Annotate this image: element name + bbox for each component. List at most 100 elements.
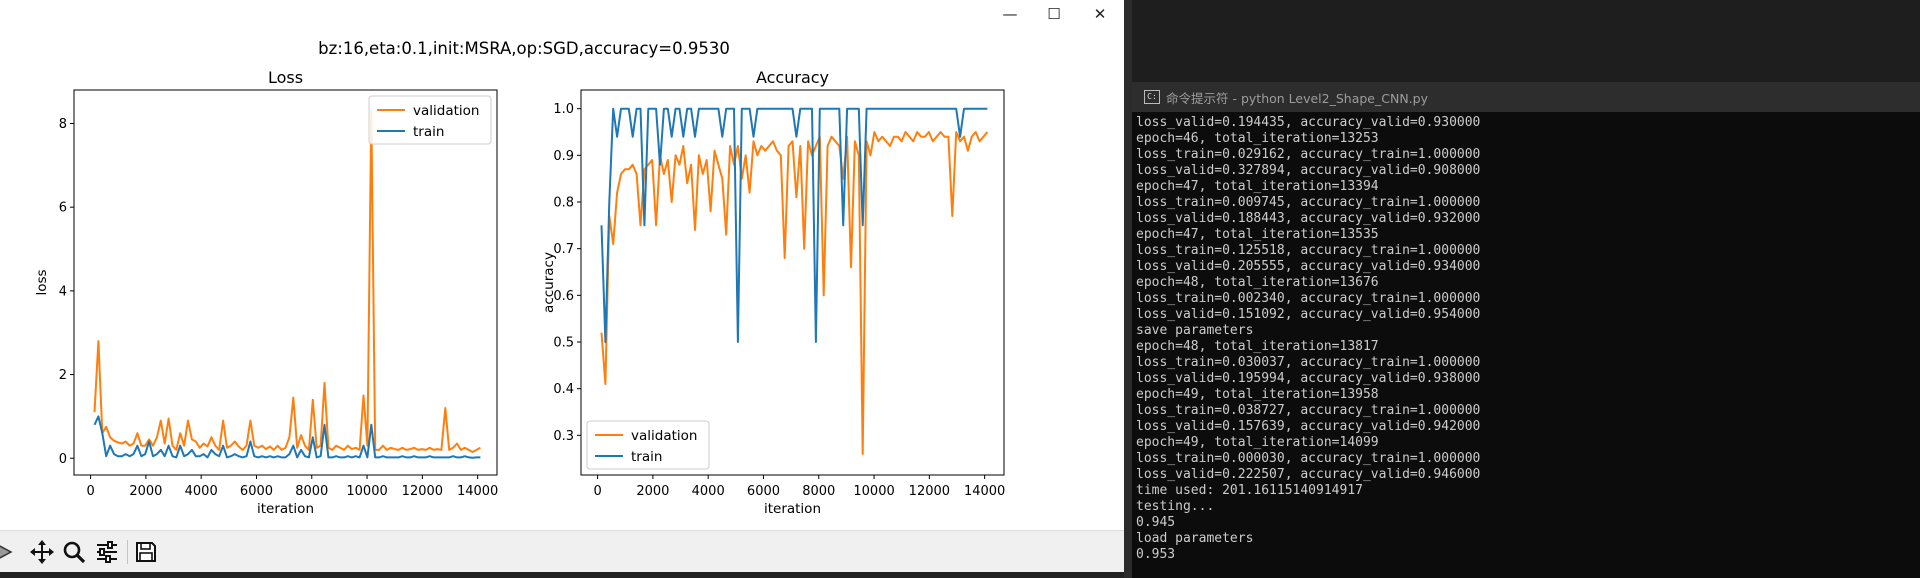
- x-tick-label: 0: [593, 484, 601, 499]
- configure-subplots-icon[interactable]: [93, 538, 121, 566]
- y-tick-label: 1.0: [553, 102, 574, 117]
- console-line: loss_train=0.002340, accuracy_train=1.00…: [1136, 291, 1481, 306]
- y-tick-label: 8: [59, 117, 67, 132]
- pan-icon[interactable]: [28, 538, 56, 566]
- console-line: loss_valid=0.151092, accuracy_valid=0.95…: [1136, 307, 1481, 322]
- axes-frame: [73, 89, 498, 476]
- figure-canvas: bz:16,eta:0.1,init:MSRA,op:SGD,accuracy=…: [34, 39, 1005, 517]
- console-output[interactable]: loss_valid=0.194435, accuracy_valid=0.93…: [1136, 115, 1480, 563]
- axes-frame: [580, 89, 1005, 476]
- window-gap: [1124, 0, 1132, 578]
- y-tick-label: 0.8: [553, 196, 574, 211]
- console-line: epoch=47, total_iteration=13394: [1136, 179, 1379, 194]
- console-line: loss_valid=0.195994, accuracy_valid=0.93…: [1136, 371, 1481, 386]
- x-tick-label: 0: [86, 484, 94, 499]
- taskbar-strip: [0, 572, 1124, 578]
- series-line-validation: [600, 131, 989, 455]
- console-line: loss_train=0.000030, accuracy_train=1.00…: [1136, 451, 1481, 466]
- console-line: loss_train=0.009745, accuracy_train=1.00…: [1136, 195, 1481, 210]
- legend-label-validation: validation: [631, 428, 697, 444]
- chart-title: Loss: [268, 68, 303, 87]
- editor-background: [1132, 0, 1920, 82]
- x-tick-label: 4000: [692, 484, 725, 499]
- forward-icon[interactable]: [0, 538, 18, 566]
- y-tick-label: 0.6: [553, 289, 574, 304]
- console-line: time used: 201.16115140914917: [1136, 483, 1363, 498]
- console-line: loss_valid=0.194435, accuracy_valid=0.93…: [1136, 115, 1481, 130]
- figure-toolbar: [0, 530, 1124, 573]
- minimize-button[interactable]: —: [1002, 5, 1018, 23]
- x-tick-label: 14000: [457, 484, 498, 499]
- y-tick-label: 0: [59, 452, 67, 467]
- plot-area: [74, 90, 497, 475]
- console-line: save parameters: [1136, 323, 1254, 338]
- y-tick-label: 6: [59, 201, 67, 216]
- x-tick-label: 6000: [240, 484, 273, 499]
- console-line: load parameters: [1136, 531, 1254, 546]
- figure-titlebar: — ☐ ✕: [0, 0, 1124, 28]
- x-tick-label: 4000: [185, 484, 218, 499]
- zoom-icon[interactable]: [60, 538, 88, 566]
- series-line-train: [600, 107, 988, 343]
- y-axis-label: loss: [34, 269, 50, 295]
- y-axis-label: accuracy: [541, 252, 557, 313]
- figure-suptitle: bz:16,eta:0.1,init:MSRA,op:SGD,accuracy=…: [318, 39, 730, 58]
- series-line-train: [93, 415, 481, 459]
- accuracy-chart: 0 2000 4000 6000 8000 10000 12000 14000 0.3 0.4 0.…: [541, 68, 1005, 517]
- y-tick-label: 4: [59, 284, 67, 299]
- x-tick-label: 14000: [964, 484, 1005, 499]
- console-line: epoch=47, total_iteration=13535: [1136, 227, 1379, 242]
- console-line: loss_valid=0.157639, accuracy_valid=0.94…: [1136, 419, 1481, 434]
- console-line: loss_train=0.125518, accuracy_train=1.00…: [1136, 243, 1481, 258]
- legend: validation train: [368, 95, 492, 145]
- x-axis-label: iteration: [257, 501, 314, 517]
- legend-label-validation: validation: [413, 103, 479, 119]
- console-line: loss_valid=0.327894, accuracy_valid=0.90…: [1136, 163, 1481, 178]
- console-line: epoch=48, total_iteration=13817: [1136, 339, 1379, 354]
- console-line: epoch=49, total_iteration=14099: [1136, 435, 1379, 450]
- x-tick-label: 12000: [909, 484, 950, 499]
- console-line: testing...: [1136, 499, 1215, 514]
- y-tick-label: 0.9: [553, 149, 574, 164]
- console-line: loss_valid=0.188443, accuracy_valid=0.93…: [1136, 211, 1481, 226]
- close-button[interactable]: ✕: [1093, 5, 1107, 23]
- console-line: epoch=48, total_iteration=13676: [1136, 275, 1379, 290]
- loss-chart: 0 2000 4000 6000 8000 10000 12000 14000 0 2 4 6 8 Los…: [34, 68, 498, 517]
- x-tick-label: 10000: [853, 484, 894, 499]
- console-line: loss_train=0.038727, accuracy_train=1.00…: [1136, 403, 1481, 418]
- maximize-button[interactable]: ☐: [1047, 5, 1061, 23]
- cmd-window: C: 命令提示符 - python Level2_Shape_CNN.py lo…: [1132, 82, 1920, 578]
- cmd-titlebar: C: 命令提示符 - python Level2_Shape_CNN.py: [1132, 82, 1920, 112]
- y-tick-label: 0.5: [553, 336, 574, 351]
- toolbar-separator: [127, 540, 128, 564]
- console-line: loss_train=0.029162, accuracy_train=1.00…: [1136, 147, 1481, 162]
- legend-label-train: train: [631, 449, 662, 465]
- x-axis-label: iteration: [764, 501, 821, 517]
- x-tick-label: 12000: [402, 484, 443, 499]
- x-tick-label: 6000: [747, 484, 780, 499]
- console-line: 0.953: [1136, 547, 1176, 562]
- series-line-validation: [93, 109, 481, 453]
- console-line: loss_valid=0.222507, accuracy_valid=0.94…: [1136, 467, 1481, 482]
- cmd-title: 命令提示符 - python Level2_Shape_CNN.py: [1166, 90, 1428, 106]
- y-tick-label: 2: [59, 368, 67, 383]
- console-icon: C:: [1144, 90, 1160, 104]
- x-tick-label: 8000: [295, 484, 328, 499]
- save-icon[interactable]: [132, 538, 160, 566]
- legend: validation train: [586, 420, 710, 470]
- chart-title: Accuracy: [756, 68, 829, 87]
- y-tick-label: 0.7: [553, 242, 574, 257]
- x-tick-label: 2000: [129, 484, 162, 499]
- console-line: epoch=49, total_iteration=13958: [1136, 387, 1379, 402]
- console-line: loss_train=0.030037, accuracy_train=1.00…: [1136, 355, 1481, 370]
- console-line: 0.945: [1136, 515, 1176, 530]
- x-tick-label: 8000: [802, 484, 835, 499]
- y-tick-label: 0.4: [553, 382, 574, 397]
- console-line: epoch=46, total_iteration=13253: [1136, 131, 1379, 146]
- y-tick-label: 0.3: [553, 429, 574, 444]
- x-tick-label: 2000: [636, 484, 669, 499]
- figure-window: — ☐ ✕ bz:16,eta:0.1,init:MSRA,op:SGD,acc…: [0, 0, 1124, 578]
- console-line: loss_valid=0.205555, accuracy_valid=0.93…: [1136, 259, 1481, 274]
- legend-label-train: train: [413, 124, 444, 140]
- x-tick-label: 10000: [346, 484, 387, 499]
